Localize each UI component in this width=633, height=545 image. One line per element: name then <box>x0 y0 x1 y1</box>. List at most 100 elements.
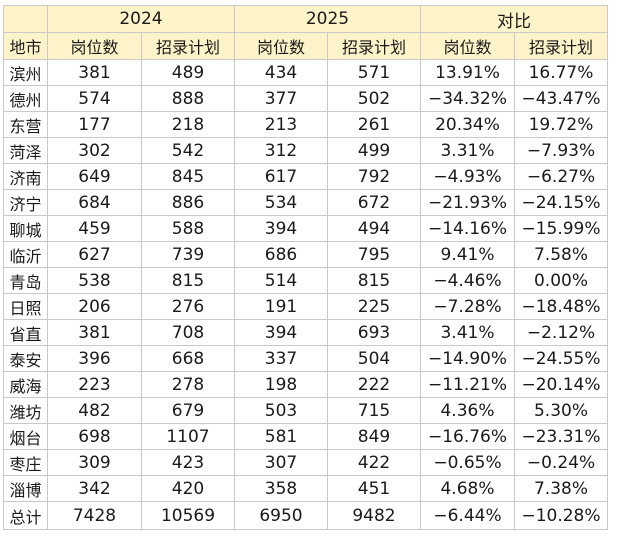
positions-change-cell: 9.41% <box>420 241 515 268</box>
header-year-2025: 2025 <box>234 5 421 33</box>
positions-2024-cell: 302 <box>47 137 142 164</box>
plan-2025-cell: 815 <box>327 267 421 294</box>
recruitment-comparison-table: 2024 2025 对比 地市 岗位数 招录计划 岗位数 招录计划 岗位数 招录… <box>3 5 608 530</box>
plan-2024-cell: 420 <box>141 475 235 502</box>
plan-2025-cell: 499 <box>327 137 421 164</box>
plan-change-cell: −23.31% <box>514 423 608 450</box>
city-cell: 烟台 <box>3 423 48 450</box>
header-compare: 对比 <box>420 5 608 33</box>
positions-change-cell: 13.91% <box>420 59 515 86</box>
positions-2025-cell: 394 <box>234 319 328 346</box>
positions-2025-cell: 377 <box>234 85 328 112</box>
total-row: 总计 7428 10569 6950 9482 −6.44% −10.28% <box>3 501 608 530</box>
positions-change-cell: −4.46% <box>420 267 515 294</box>
plan-2025-cell: 494 <box>327 215 421 242</box>
plan-change-cell: −7.93% <box>514 137 608 164</box>
table-row: 临沂 627 739 686 795 9.41% 7.58% <box>3 241 608 268</box>
positions-2024-cell: 482 <box>47 397 142 424</box>
header-positions-2025: 岗位数 <box>234 32 328 60</box>
header-row-years: 2024 2025 对比 <box>3 5 608 33</box>
plan-2025-cell: 795 <box>327 241 421 268</box>
city-cell: 德州 <box>3 85 48 112</box>
plan-2024-cell: 276 <box>141 293 235 320</box>
city-cell: 济南 <box>3 163 48 190</box>
table-row: 东营 177 218 213 261 20.34% 19.72% <box>3 111 608 138</box>
total-positions-2024: 7428 <box>47 501 142 530</box>
positions-2024-cell: 649 <box>47 163 142 190</box>
table-row: 潍坊 482 679 503 715 4.36% 5.30% <box>3 397 608 424</box>
positions-2024-cell: 381 <box>47 59 142 86</box>
positions-change-cell: −11.21% <box>420 371 515 398</box>
table-body: 滨州 381 489 434 571 13.91% 16.77% 德州 574 888 377 502… <box>3 59 608 502</box>
plan-change-cell: 0.00% <box>514 267 608 294</box>
positions-change-cell: −16.76% <box>420 423 515 450</box>
plan-2025-cell: 422 <box>327 449 421 476</box>
positions-change-cell: −4.93% <box>420 163 515 190</box>
table-row: 聊城 459 588 394 494 −14.16% −15.99% <box>3 215 608 242</box>
positions-2024-cell: 538 <box>47 267 142 294</box>
plan-2025-cell: 225 <box>327 293 421 320</box>
city-cell: 潍坊 <box>3 397 48 424</box>
table-row: 青岛 538 815 514 815 −4.46% 0.00% <box>3 267 608 294</box>
plan-2024-cell: 886 <box>141 189 235 216</box>
plan-2024-cell: 679 <box>141 397 235 424</box>
table-row: 德州 574 888 377 502 −34.32% −43.47% <box>3 85 608 112</box>
positions-2025-cell: 213 <box>234 111 328 138</box>
plan-2024-cell: 278 <box>141 371 235 398</box>
plan-2024-cell: 542 <box>141 137 235 164</box>
header-plan-2025: 招录计划 <box>327 32 421 60</box>
plan-2024-cell: 815 <box>141 267 235 294</box>
plan-change-cell: 5.30% <box>514 397 608 424</box>
plan-change-cell: −20.14% <box>514 371 608 398</box>
recruitment-comparison-table-wrapper: 2024 2025 对比 地市 岗位数 招录计划 岗位数 招录计划 岗位数 招录… <box>3 5 608 530</box>
plan-2024-cell: 668 <box>141 345 235 372</box>
positions-change-cell: 3.41% <box>420 319 515 346</box>
city-cell: 青岛 <box>3 267 48 294</box>
header-corner-cell <box>3 5 48 33</box>
table-row: 省直 381 708 394 693 3.41% −2.12% <box>3 319 608 346</box>
positions-change-cell: −7.28% <box>420 293 515 320</box>
header-plan-change: 招录计划 <box>514 32 608 60</box>
plan-2024-cell: 845 <box>141 163 235 190</box>
plan-change-cell: −24.55% <box>514 345 608 372</box>
city-cell: 省直 <box>3 319 48 346</box>
plan-2024-cell: 708 <box>141 319 235 346</box>
plan-2024-cell: 1107 <box>141 423 235 450</box>
positions-2025-cell: 358 <box>234 475 328 502</box>
table-row: 淄博 342 420 358 451 4.68% 7.38% <box>3 475 608 502</box>
positions-2024-cell: 627 <box>47 241 142 268</box>
positions-2025-cell: 198 <box>234 371 328 398</box>
plan-2025-cell: 672 <box>327 189 421 216</box>
plan-2024-cell: 739 <box>141 241 235 268</box>
positions-2025-cell: 434 <box>234 59 328 86</box>
plan-2025-cell: 261 <box>327 111 421 138</box>
header-row-columns: 地市 岗位数 招录计划 岗位数 招录计划 岗位数 招录计划 <box>3 32 608 60</box>
city-cell: 临沂 <box>3 241 48 268</box>
city-cell: 威海 <box>3 371 48 398</box>
plan-change-cell: 7.38% <box>514 475 608 502</box>
positions-change-cell: −14.90% <box>420 345 515 372</box>
city-cell: 济宁 <box>3 189 48 216</box>
total-plan-2025: 9482 <box>327 501 421 530</box>
positions-2025-cell: 312 <box>234 137 328 164</box>
plan-2024-cell: 218 <box>141 111 235 138</box>
plan-2025-cell: 451 <box>327 475 421 502</box>
total-plan-change: −10.28% <box>514 501 608 530</box>
plan-change-cell: −24.15% <box>514 189 608 216</box>
header-year-2024: 2024 <box>47 5 235 33</box>
positions-change-cell: 4.36% <box>420 397 515 424</box>
positions-2024-cell: 381 <box>47 319 142 346</box>
positions-2024-cell: 206 <box>47 293 142 320</box>
positions-2025-cell: 534 <box>234 189 328 216</box>
plan-change-cell: 7.58% <box>514 241 608 268</box>
city-cell: 日照 <box>3 293 48 320</box>
plan-2025-cell: 693 <box>327 319 421 346</box>
plan-2025-cell: 715 <box>327 397 421 424</box>
table-row: 菏泽 302 542 312 499 3.31% −7.93% <box>3 137 608 164</box>
positions-change-cell: 4.68% <box>420 475 515 502</box>
plan-change-cell: −6.27% <box>514 163 608 190</box>
plan-change-cell: −18.48% <box>514 293 608 320</box>
plan-2025-cell: 571 <box>327 59 421 86</box>
city-cell: 东营 <box>3 111 48 138</box>
positions-2025-cell: 503 <box>234 397 328 424</box>
